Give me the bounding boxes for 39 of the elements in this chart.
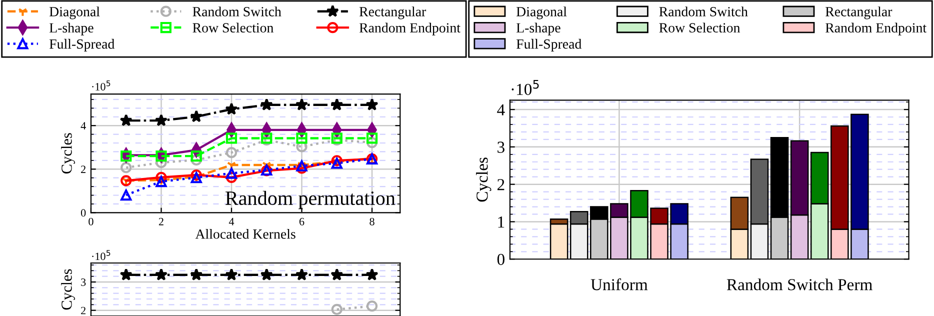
x-tick-label: 2: [158, 218, 164, 226]
legend-label: Random Endpoint: [826, 22, 926, 36]
y-tick-label: 4: [80, 122, 86, 130]
legend-label: Rectangular: [826, 6, 892, 20]
x-tick-label: Uniform: [590, 278, 648, 290]
legend-label: Full-Spread: [516, 38, 582, 52]
legend-label: Diagonal: [49, 6, 100, 20]
legend-label: Random Switch: [192, 6, 282, 16]
text: ·10$^{5}$: [512, 80, 539, 96]
legend-label: Diagonal: [516, 6, 567, 20]
text: ·10$^{5}$: [92, 250, 110, 260]
x-tick-label: 6: [299, 218, 304, 226]
annotation: Random permutation: [225, 190, 396, 210]
legend-label: Random Switch: [659, 6, 748, 16]
y-axis-title: Cycles: [476, 158, 492, 202]
legend-label: L-shape: [516, 22, 560, 36]
y-tick-label: 2: [498, 179, 504, 190]
y-axis-title: Cycles: [61, 269, 75, 310]
legend-label: Random Endpoint: [359, 22, 460, 36]
y-tick-label: 3: [81, 278, 86, 286]
x-tick-label: 0: [88, 218, 94, 226]
y-tick-label: 2: [81, 166, 86, 173]
y-tick-label: 0: [80, 209, 86, 217]
x-tick-label: Random Switch Perm: [726, 278, 872, 290]
text: ·10$^{5}$: [92, 80, 110, 90]
legend-label: Row Selection: [192, 22, 274, 33]
legend-label: L-shape: [49, 22, 94, 36]
y-tick-label: 4: [497, 104, 505, 116]
y-axis-title: Cycles: [61, 133, 75, 174]
x-tick-label: 8: [370, 218, 374, 226]
y-tick-label: 3: [498, 142, 504, 153]
y-tick-label: 2: [81, 306, 86, 314]
legend-label: Full-Spread: [49, 38, 114, 52]
y-tick-label: 0: [497, 254, 504, 266]
legend-label: Rectangular: [359, 6, 426, 20]
x-axis-title: Allocated Kernels: [195, 228, 296, 239]
legend-label: Row Selection: [659, 22, 740, 33]
x-tick-label: 4: [228, 218, 234, 226]
y-tick-label: 1: [498, 216, 504, 228]
